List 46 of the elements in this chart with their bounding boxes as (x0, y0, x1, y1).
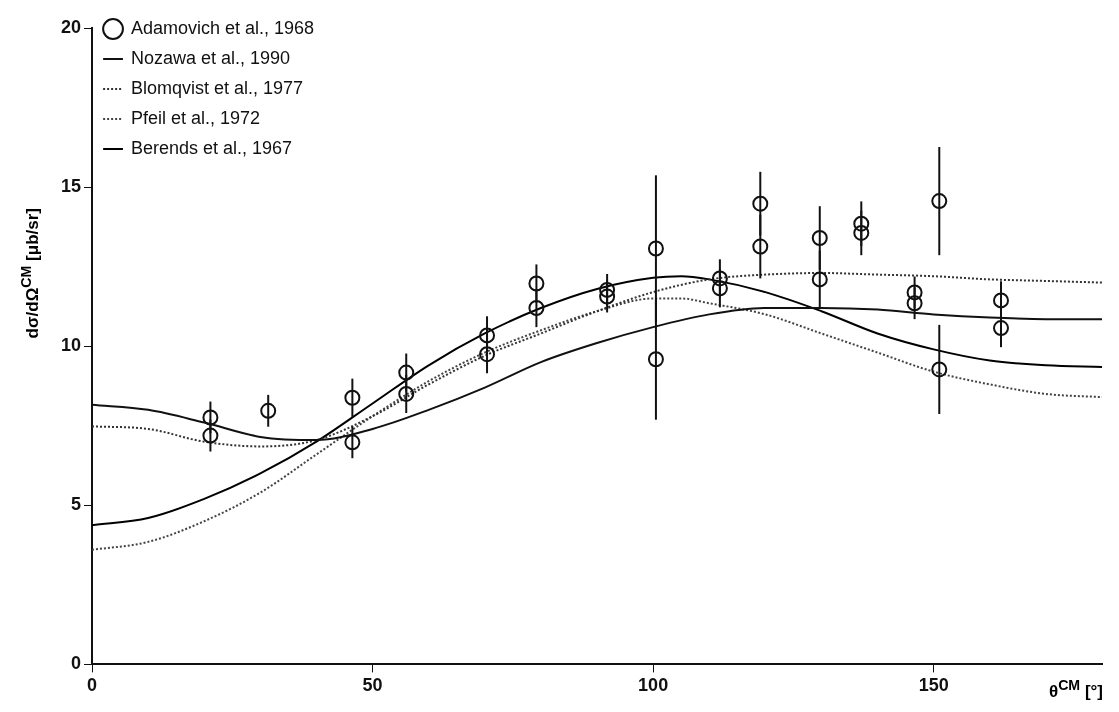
point (344, 389, 361, 406)
point (711, 270, 728, 287)
x-tick-label: 0 (87, 675, 98, 696)
point (528, 300, 545, 317)
point (853, 215, 870, 232)
y-tick-label: 0 (71, 653, 82, 674)
y-tick-label: 5 (71, 494, 82, 515)
legend-label: Berends et al., 1967 (131, 137, 293, 158)
point (479, 327, 496, 344)
legend-label: Nozawa et al., 1990 (131, 47, 291, 68)
point (344, 434, 361, 451)
x-tick-label: 100 (638, 675, 669, 696)
point (811, 230, 828, 247)
point (647, 240, 664, 257)
point (528, 275, 545, 292)
x-axis-title: θ$^{CM}$ [°] (1046, 677, 1105, 702)
point (711, 280, 728, 297)
line-series (92, 297, 1102, 551)
line-series (92, 272, 1102, 448)
point (853, 224, 870, 241)
point (931, 361, 948, 378)
x-tick-label: 150 (918, 675, 949, 696)
y-tick-label: 10 (60, 335, 82, 356)
point (752, 195, 769, 212)
legend-label: Blomqvist et al., 1977 (131, 77, 304, 98)
point (906, 295, 923, 312)
point (906, 284, 923, 301)
point (993, 292, 1009, 309)
point (599, 281, 616, 298)
point (398, 364, 415, 381)
point (599, 288, 616, 305)
legend-label: Adamovich et al., 1968 (131, 17, 315, 38)
point (202, 427, 219, 444)
point (931, 193, 948, 210)
x-tick-label: 50 (362, 675, 383, 696)
point (647, 351, 664, 368)
point (260, 402, 277, 419)
point (993, 320, 1009, 337)
legend-label: Pfeil et al., 1972 (131, 107, 261, 128)
y-tick-label: 20 (60, 16, 82, 37)
point (752, 238, 769, 255)
point (202, 409, 219, 426)
point (398, 385, 415, 402)
y-tick-label: 15 (60, 176, 82, 197)
point (811, 271, 828, 288)
point (479, 346, 496, 363)
